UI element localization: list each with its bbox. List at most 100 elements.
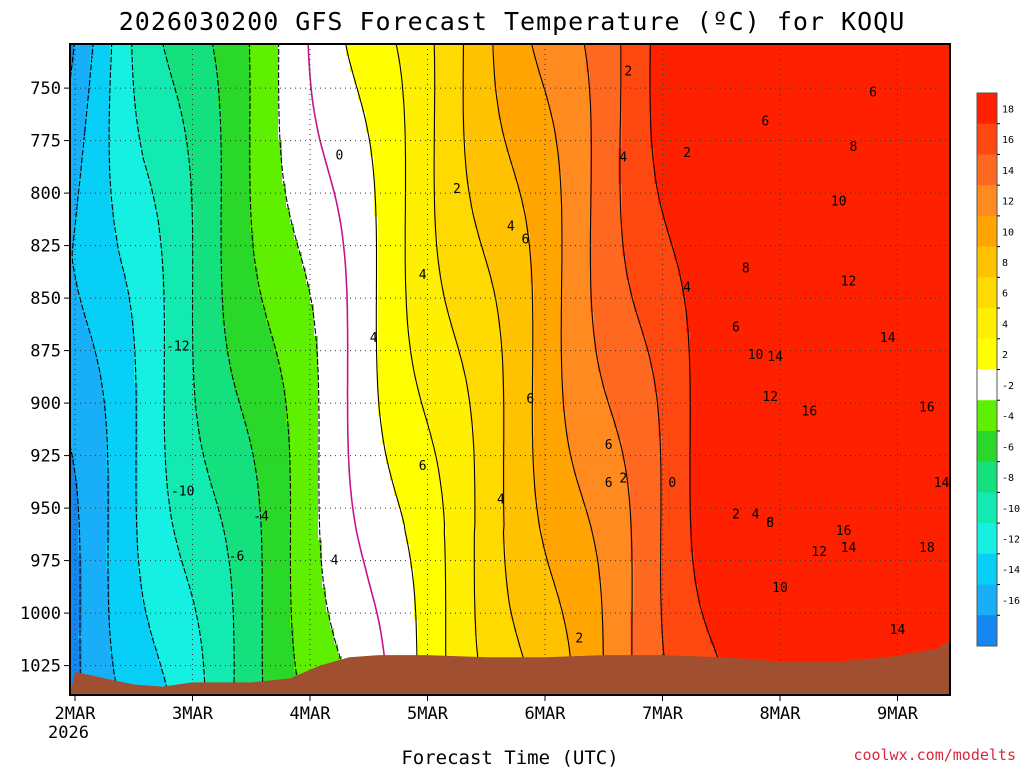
temperature-fill-cell: [174, 272, 179, 277]
temperature-fill-cell: [170, 596, 175, 601]
temperature-fill-cell: [126, 360, 131, 365]
temperature-fill-cell: [134, 576, 139, 581]
temperature-fill-cell: [110, 628, 115, 633]
temperature-fill-cell: [186, 260, 191, 265]
temperature-fill-cell: [106, 376, 111, 381]
temperature-fill-cell: [82, 620, 87, 625]
temperature-fill-cell: [182, 212, 187, 217]
temperature-fill-cell: [154, 168, 159, 173]
temperature-fill-cell: [98, 608, 103, 613]
temperature-fill-cell: [158, 580, 163, 585]
temperature-fill-cell: [118, 168, 123, 173]
temperature-fill-cell: [182, 536, 187, 541]
temperature-fill-cell: [170, 536, 175, 541]
temperature-fill-cell: [174, 392, 179, 397]
temperature-fill-cell: [150, 288, 155, 293]
temperature-fill-cell: [182, 160, 187, 165]
temperature-fill-cell: [78, 168, 83, 173]
temperature-fill-cell: [142, 436, 147, 441]
temperature-fill-cell: [186, 368, 191, 373]
temperature-fill-cell: [154, 184, 159, 189]
temperature-fill-cell: [98, 480, 103, 485]
temperature-fill-cell: [146, 128, 151, 133]
temperature-fill-cell: [154, 372, 159, 377]
temperature-fill-cell: [138, 332, 143, 337]
temperature-fill-cell: [170, 112, 175, 117]
temperature-fill-cell: [110, 492, 115, 497]
temperature-fill-cell: [150, 356, 155, 361]
temperature-fill-cell: [134, 236, 139, 241]
temperature-fill-cell: [86, 160, 91, 165]
temperature-fill-cell: [82, 544, 87, 549]
temperature-fill-cell: [182, 388, 187, 393]
temperature-fill-cell: [166, 616, 171, 621]
temperature-fill-cell: [130, 256, 135, 261]
temperature-fill-cell: [162, 148, 167, 153]
temperature-fill-cell: [146, 564, 151, 569]
temperature-fill-cell: [158, 380, 163, 385]
temperature-fill-cell: [166, 412, 171, 417]
temperature-fill-cell: [114, 564, 119, 569]
temperature-fill-cell: [166, 324, 171, 329]
temperature-fill-cell: [146, 200, 151, 205]
temperature-fill-cell: [162, 92, 167, 97]
temperature-fill-cell: [178, 308, 183, 313]
temperature-fill-cell: [138, 100, 143, 105]
temperature-fill-cell: [94, 516, 99, 521]
temperature-fill-cell: [166, 604, 171, 609]
temperature-fill-cell: [122, 408, 127, 413]
temperature-fill-cell: [154, 560, 159, 565]
temperature-fill-cell: [158, 472, 163, 477]
temperature-fill-cell: [154, 552, 159, 557]
temperature-fill-cell: [142, 320, 147, 325]
temperature-fill-cell: [190, 408, 195, 413]
temperature-fill-cell: [170, 196, 175, 201]
temperature-fill-cell: [142, 360, 147, 365]
temperature-fill-cell: [82, 64, 87, 69]
temperature-fill-cell: [122, 628, 127, 633]
temperature-fill-cell: [158, 600, 163, 605]
temperature-fill-cell: [178, 564, 183, 569]
temperature-fill-cell: [82, 492, 87, 497]
temperature-fill-cell: [122, 484, 127, 489]
temperature-fill-cell: [130, 600, 135, 605]
temperature-fill-cell: [162, 540, 167, 545]
temperature-fill-cell: [102, 508, 107, 513]
temperature-fill-cell: [182, 616, 187, 621]
temperature-fill-cell: [146, 500, 151, 505]
temperature-fill-cell: [98, 148, 103, 153]
temperature-fill-cell: [110, 392, 115, 397]
temperature-fill-cell: [130, 568, 135, 573]
temperature-fill-cell: [150, 668, 155, 673]
temperature-fill-cell: [122, 168, 127, 173]
temperature-fill-cell: [162, 576, 167, 581]
temperature-fill-cell: [78, 332, 83, 337]
temperature-fill-cell: [114, 408, 119, 413]
temperature-fill-cell: [110, 148, 115, 153]
temperature-fill-cell: [150, 364, 155, 369]
temperature-fill-cell: [122, 524, 127, 529]
temperature-fill-cell: [126, 236, 131, 241]
temperature-fill-cell: [82, 388, 87, 393]
temperature-fill-cell: [98, 328, 103, 333]
temperature-fill-cell: [178, 224, 183, 229]
temperature-fill-cell: [166, 156, 171, 161]
temperature-fill-cell: [142, 428, 147, 433]
temperature-fill-cell: [102, 164, 107, 169]
temperature-fill-cell: [90, 668, 95, 673]
temperature-fill-cell: [78, 220, 83, 225]
temperature-fill-cell: [182, 432, 187, 437]
temperature-fill-cell: [174, 56, 179, 61]
temperature-fill-cell: [90, 588, 95, 593]
temperature-fill-cell: [146, 80, 151, 85]
temperature-fill-cell: [122, 580, 127, 585]
temperature-fill-cell: [94, 288, 99, 293]
temperature-fill-cell: [126, 428, 131, 433]
temperature-fill-cell: [182, 532, 187, 537]
temperature-fill-cell: [126, 308, 131, 313]
temperature-fill-cell: [158, 424, 163, 429]
temperature-fill-cell: [146, 256, 151, 261]
temperature-fill-cell: [78, 104, 83, 109]
temperature-fill-cell: [98, 300, 103, 305]
temperature-fill-cell: [142, 304, 147, 309]
